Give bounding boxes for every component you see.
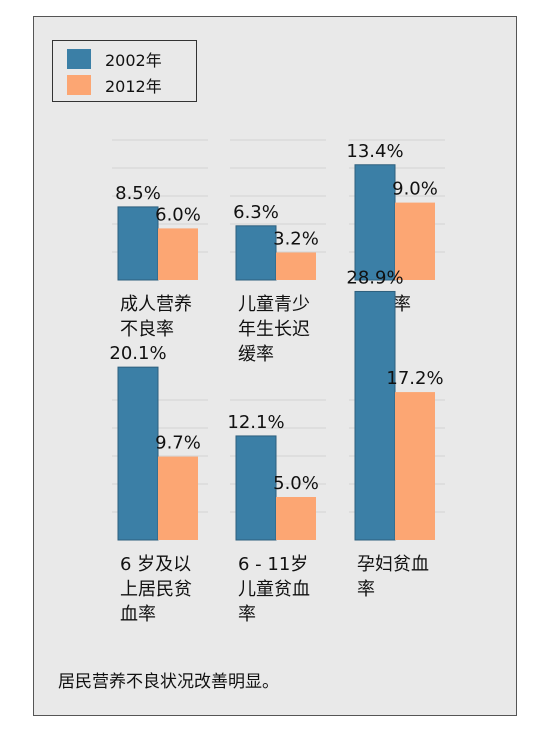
data-label: 6.3% <box>233 202 279 223</box>
category-label: 率 <box>357 579 375 600</box>
data-label: 9.7% <box>155 433 201 454</box>
chart-panel <box>33 16 517 716</box>
bar-2002 <box>354 164 396 281</box>
category-label: 年生长迟 <box>238 319 310 340</box>
bar-2002 <box>235 225 277 281</box>
bar-2002 <box>117 206 159 281</box>
bar-2012 <box>395 202 435 280</box>
legend: 2002年 2012年 <box>52 40 197 102</box>
legend-label-2002: 2002年 <box>105 51 162 70</box>
category-label: 儿童贫血 <box>238 579 310 600</box>
data-label: 5.0% <box>273 473 319 494</box>
category-label: 成人营养 <box>120 294 192 315</box>
category-label: 不良率 <box>120 319 174 340</box>
bar-2012 <box>158 456 198 540</box>
category-label: 6 - 11岁 <box>238 554 308 575</box>
data-label: 6.0% <box>155 204 201 225</box>
legend-swatch-2002 <box>67 49 91 69</box>
category-label: 血率 <box>120 604 156 625</box>
bar-2012 <box>395 392 435 540</box>
bar-2012 <box>276 497 316 540</box>
footer-note: 居民营养不良状况改善明显。 <box>58 672 279 692</box>
category-label: 儿童青少 <box>238 294 310 315</box>
category-label: 孕妇贫血 <box>357 554 429 575</box>
data-label: 17.2% <box>386 368 443 389</box>
bar-2012 <box>158 228 198 280</box>
category-label: 6 岁及以 <box>120 554 191 575</box>
legend-swatch-2012 <box>67 75 91 95</box>
data-label: 28.9% <box>346 267 403 288</box>
data-label: 3.2% <box>273 228 319 249</box>
legend-item-2012: 2012年 <box>67 74 162 96</box>
data-label: 9.0% <box>392 179 438 200</box>
bar-2002 <box>235 435 277 541</box>
legend-label-2012: 2012年 <box>105 77 162 96</box>
data-label: 20.1% <box>109 343 166 364</box>
category-label: 率 <box>238 604 256 625</box>
category-label: 上居民贫 <box>120 579 192 600</box>
bar-2002 <box>354 290 396 541</box>
bar-2002 <box>117 366 159 541</box>
data-label: 8.5% <box>115 183 161 204</box>
data-label: 13.4% <box>346 141 403 162</box>
bar-2012 <box>276 252 316 280</box>
legend-item-2002: 2002年 <box>67 48 162 70</box>
data-label: 12.1% <box>227 412 284 433</box>
category-label: 缓率 <box>238 344 274 365</box>
